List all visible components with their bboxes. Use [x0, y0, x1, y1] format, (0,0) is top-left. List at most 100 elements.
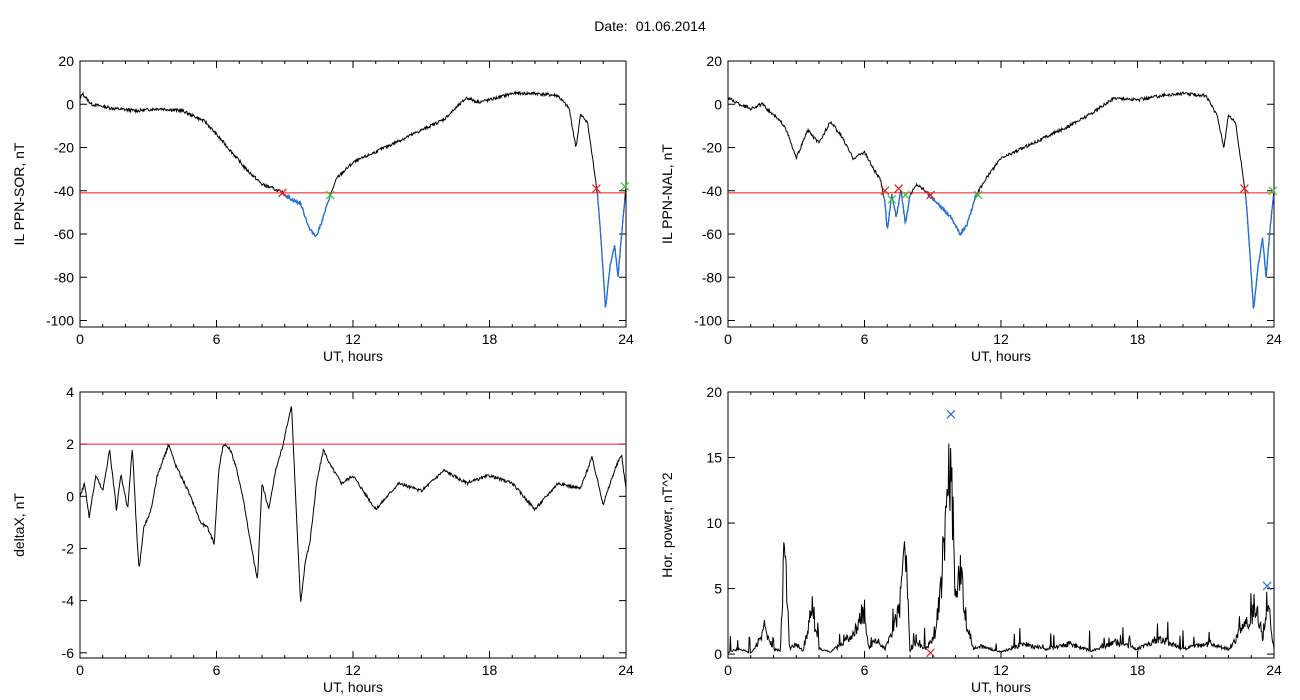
- x-tick-label: 18: [482, 331, 498, 347]
- chart-delta-x: 0 6 12 18 24 4 2 0 -2 -4 -6 UT, hours deltaX, nT: [11, 384, 634, 695]
- y-tick-label: 2: [66, 436, 74, 452]
- cross-marker-stroke: [1262, 581, 1272, 591]
- x-axis-label: UT, hours: [971, 679, 1031, 695]
- y-tick-label: -2: [62, 540, 75, 556]
- x-axis-label: UT, hours: [323, 348, 383, 364]
- chart-hor-power: 0 6 12 18 24 20 15 10 5 0 UT, hours Hor. power, nT^…: [659, 384, 1282, 695]
- cross-marker-stroke: [1240, 184, 1249, 194]
- x-tick-label: 0: [76, 331, 84, 347]
- x-tick-label: 6: [213, 331, 221, 347]
- x-tick-label: 0: [724, 662, 732, 678]
- cross-marker-stroke: [1268, 186, 1278, 196]
- y-axis-label: IL PPN-NAL, nT: [659, 144, 675, 244]
- cross-marker: [1240, 184, 1249, 194]
- y-tick-label: -100: [46, 313, 74, 329]
- cross-marker: [1262, 581, 1272, 591]
- y-tick-label: 0: [66, 96, 74, 112]
- cross-marker: [592, 184, 601, 194]
- x-tick-label: 18: [1130, 662, 1146, 678]
- cross-marker-stroke: [880, 186, 890, 196]
- y-tick-label: -40: [702, 183, 722, 199]
- x-tick-label: 12: [345, 662, 361, 678]
- cross-marker-stroke: [325, 190, 335, 200]
- cross-marker: [325, 190, 335, 200]
- cross-marker-stroke: [278, 188, 287, 198]
- y-axis-label: IL PPN-SOR, nT: [11, 142, 27, 245]
- series-line: [728, 443, 1275, 654]
- chart-il-ppn-nal: 0 6 12 18 24 20 0 -20 -40 -60 -80 -100 UT, hours IL P…: [659, 53, 1282, 364]
- y-tick-label: -60: [54, 226, 74, 242]
- y-tick-label: 5: [714, 581, 722, 597]
- y-tick-label: 0: [714, 96, 722, 112]
- cross-marker-stroke: [592, 184, 601, 194]
- x-tick-label: 24: [618, 331, 634, 347]
- y-tick-label: 4: [66, 384, 74, 400]
- cross-marker-stroke: [926, 648, 935, 658]
- y-tick-label: 20: [706, 53, 722, 69]
- x-tick-label: 0: [724, 331, 732, 347]
- plot-frame: [79, 60, 627, 328]
- y-tick-label: 0: [714, 646, 722, 662]
- x-tick-label: 6: [861, 662, 869, 678]
- y-tick-label: 0: [66, 488, 74, 504]
- y-tick-label: -60: [702, 226, 722, 242]
- y-tick-label: 10: [706, 515, 722, 531]
- page-title: Date: 01.06.2014: [0, 18, 1300, 34]
- y-axis-label: Hor. power, nT^2: [659, 472, 675, 578]
- cross-marker-stroke: [887, 194, 897, 204]
- series-line: [79, 406, 627, 602]
- cross-marker: [926, 190, 935, 200]
- cross-marker: [946, 409, 956, 419]
- cross-marker: [1268, 186, 1278, 196]
- y-tick-label: -100: [694, 313, 722, 329]
- date-label: Date:: [594, 18, 628, 34]
- cross-marker-stroke: [926, 190, 935, 200]
- y-tick-label: 20: [58, 53, 74, 69]
- cross-marker-stroke: [946, 409, 956, 419]
- cross-marker-stroke: [620, 182, 630, 191]
- x-tick-label: 12: [345, 331, 361, 347]
- y-tick-label: -4: [62, 593, 75, 609]
- below-threshold-segment: [927, 190, 978, 236]
- below-threshold-segment: [1244, 194, 1275, 309]
- cross-marker-stroke: [973, 190, 983, 200]
- x-axis-label: UT, hours: [323, 679, 383, 695]
- y-tick-label: 15: [706, 450, 722, 466]
- series-line: [79, 90, 627, 308]
- x-tick-label: 24: [1266, 331, 1282, 347]
- y-tick-label: -20: [54, 140, 74, 156]
- x-tick-label: 18: [1130, 331, 1146, 347]
- x-tick-label: 6: [861, 331, 869, 347]
- x-tick-label: 18: [482, 662, 498, 678]
- y-tick-label: 20: [706, 384, 722, 400]
- x-tick-label: 12: [993, 662, 1009, 678]
- cross-marker: [880, 186, 890, 196]
- cross-marker-stroke: [901, 190, 910, 200]
- cross-marker: [973, 190, 983, 200]
- y-tick-label: -80: [54, 269, 74, 285]
- below-threshold-segment: [882, 192, 901, 229]
- y-tick-label: -40: [54, 183, 74, 199]
- x-tick-label: 6: [213, 662, 221, 678]
- x-tick-label: 12: [993, 331, 1009, 347]
- y-axis-label: deltaX, nT: [11, 493, 27, 557]
- cross-marker-stroke: [894, 184, 904, 194]
- x-axis-label: UT, hours: [971, 348, 1031, 364]
- below-threshold-segment: [282, 193, 332, 238]
- cross-marker: [278, 188, 287, 198]
- y-tick-label: -80: [702, 269, 722, 285]
- below-threshold-segment: [900, 193, 912, 225]
- below-threshold-segment: [596, 193, 626, 308]
- cross-marker: [620, 182, 630, 191]
- chart-il-ppn-sor: 0 6 12 18 24 20 0 -20 -40 -60 -80 -100 UT, hours IL P…: [11, 53, 634, 364]
- x-tick-label: 24: [618, 662, 634, 678]
- cross-marker: [926, 648, 935, 658]
- y-tick-label: -6: [62, 645, 75, 661]
- y-tick-label: -20: [702, 140, 722, 156]
- x-tick-label: 0: [76, 662, 84, 678]
- date-value: 01.06.2014: [635, 18, 706, 34]
- cross-marker: [901, 190, 910, 200]
- series-line: [727, 91, 1275, 309]
- cross-marker: [887, 194, 897, 204]
